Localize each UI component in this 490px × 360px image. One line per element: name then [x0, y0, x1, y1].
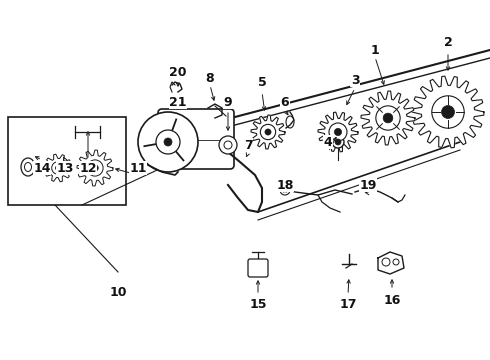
Circle shape	[219, 136, 237, 154]
Circle shape	[441, 105, 455, 118]
FancyBboxPatch shape	[248, 259, 268, 277]
Circle shape	[87, 160, 103, 176]
Polygon shape	[318, 112, 358, 152]
Circle shape	[335, 139, 341, 145]
Text: 14: 14	[33, 162, 51, 175]
Text: 3: 3	[351, 73, 359, 86]
Text: 2: 2	[443, 36, 452, 49]
Ellipse shape	[21, 158, 35, 176]
Circle shape	[280, 185, 290, 195]
Circle shape	[332, 136, 344, 148]
Circle shape	[329, 123, 347, 141]
Text: 5: 5	[258, 76, 267, 89]
Polygon shape	[412, 76, 484, 148]
Text: 8: 8	[206, 72, 214, 85]
Circle shape	[164, 138, 172, 146]
Text: 1: 1	[370, 44, 379, 57]
Circle shape	[138, 112, 198, 172]
Circle shape	[265, 129, 271, 135]
Circle shape	[55, 166, 61, 171]
Circle shape	[376, 106, 400, 130]
Circle shape	[393, 259, 399, 265]
Text: 19: 19	[359, 179, 377, 192]
Polygon shape	[251, 115, 285, 149]
Circle shape	[174, 101, 182, 109]
Circle shape	[334, 129, 342, 136]
Text: 10: 10	[109, 285, 127, 298]
Polygon shape	[361, 91, 415, 145]
Circle shape	[382, 258, 390, 266]
Text: 17: 17	[339, 298, 357, 311]
Text: 11: 11	[129, 162, 147, 175]
Text: 15: 15	[249, 298, 267, 311]
Text: 16: 16	[383, 293, 401, 306]
Circle shape	[52, 162, 64, 174]
Circle shape	[92, 165, 98, 171]
Polygon shape	[378, 252, 404, 274]
Text: 6: 6	[281, 95, 289, 108]
Circle shape	[156, 130, 180, 154]
Polygon shape	[77, 150, 113, 186]
Circle shape	[224, 141, 232, 149]
Text: 12: 12	[79, 162, 97, 175]
Text: 10: 10	[109, 285, 127, 298]
Text: 18: 18	[276, 179, 294, 192]
Text: 13: 13	[56, 162, 74, 175]
Polygon shape	[44, 154, 72, 182]
Text: 9: 9	[224, 95, 232, 108]
Text: 4: 4	[323, 135, 332, 149]
Ellipse shape	[24, 162, 31, 171]
Circle shape	[432, 96, 464, 128]
FancyBboxPatch shape	[8, 117, 126, 205]
Text: 21: 21	[169, 95, 187, 108]
FancyBboxPatch shape	[158, 109, 234, 169]
Circle shape	[383, 113, 393, 123]
Text: 20: 20	[169, 66, 187, 78]
Text: 7: 7	[244, 139, 252, 152]
Circle shape	[260, 124, 276, 140]
